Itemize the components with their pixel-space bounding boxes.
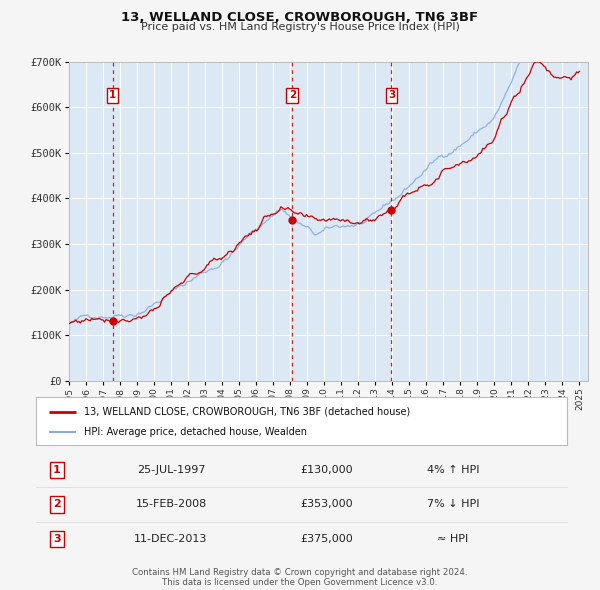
- Text: 13, WELLAND CLOSE, CROWBOROUGH, TN6 3BF (detached house): 13, WELLAND CLOSE, CROWBOROUGH, TN6 3BF …: [84, 407, 410, 417]
- Text: 11-DEC-2013: 11-DEC-2013: [134, 534, 208, 543]
- Text: 3: 3: [388, 90, 395, 100]
- Text: 13, WELLAND CLOSE, CROWBOROUGH, TN6 3BF: 13, WELLAND CLOSE, CROWBOROUGH, TN6 3BF: [121, 11, 479, 24]
- Text: £375,000: £375,000: [301, 534, 353, 543]
- Text: ≈ HPI: ≈ HPI: [437, 534, 469, 543]
- Text: This data is licensed under the Open Government Licence v3.0.: This data is licensed under the Open Gov…: [163, 578, 437, 587]
- Text: 25-JUL-1997: 25-JUL-1997: [137, 466, 205, 475]
- Text: 1: 1: [109, 90, 116, 100]
- Text: £130,000: £130,000: [301, 466, 353, 475]
- Text: Contains HM Land Registry data © Crown copyright and database right 2024.: Contains HM Land Registry data © Crown c…: [132, 568, 468, 576]
- Text: £353,000: £353,000: [301, 500, 353, 509]
- Text: Price paid vs. HM Land Registry's House Price Index (HPI): Price paid vs. HM Land Registry's House …: [140, 22, 460, 32]
- Text: 4% ↑ HPI: 4% ↑ HPI: [427, 466, 479, 475]
- Text: 2: 2: [289, 90, 296, 100]
- Text: HPI: Average price, detached house, Wealden: HPI: Average price, detached house, Weal…: [84, 427, 307, 437]
- Text: 1: 1: [53, 466, 61, 475]
- Text: 3: 3: [53, 534, 61, 543]
- Text: 2: 2: [53, 500, 61, 509]
- Text: 15-FEB-2008: 15-FEB-2008: [136, 500, 206, 509]
- Text: 7% ↓ HPI: 7% ↓ HPI: [427, 500, 479, 509]
